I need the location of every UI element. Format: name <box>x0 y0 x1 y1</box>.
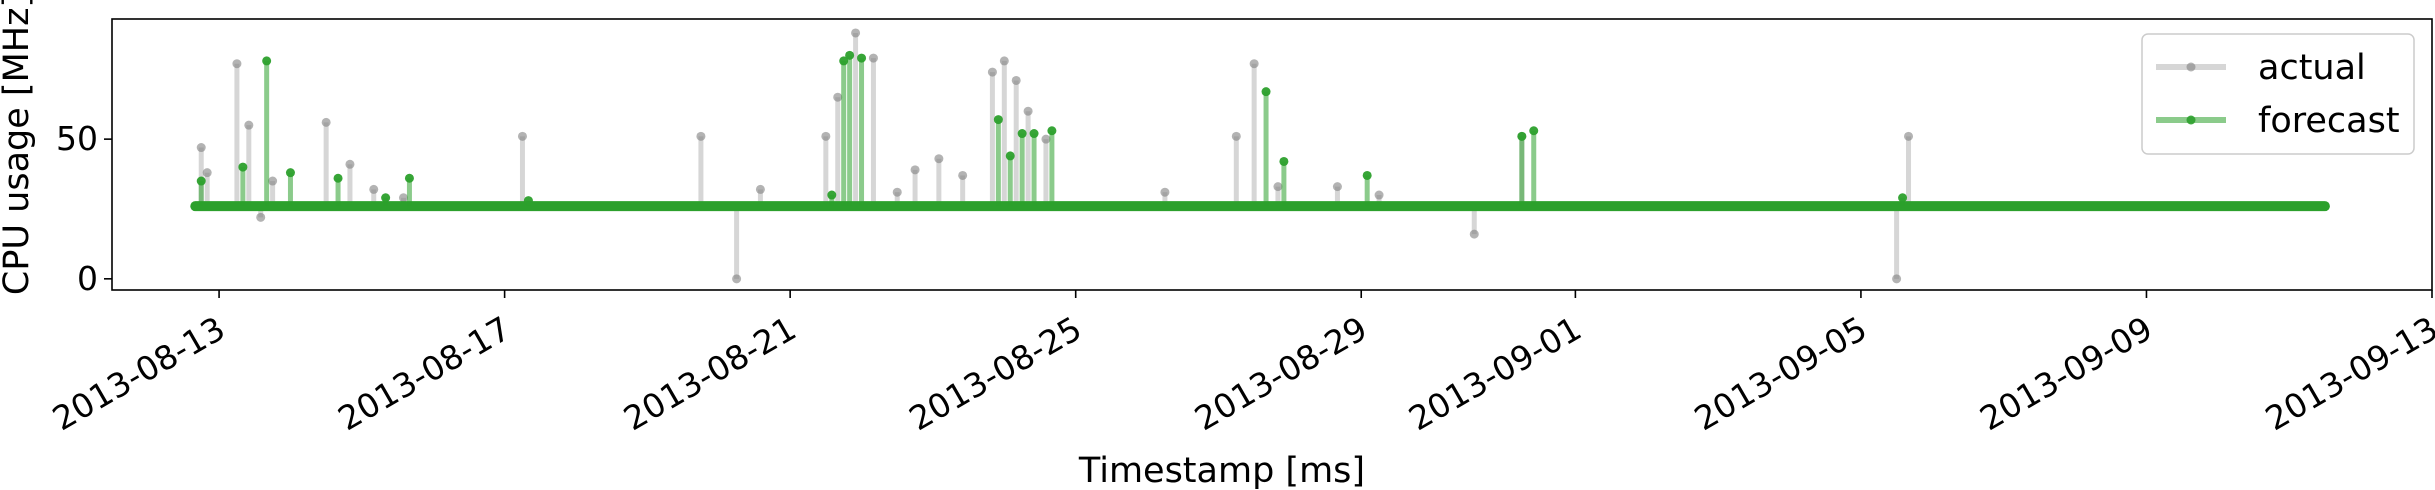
x-tick-label: 2013-08-13 <box>46 309 232 439</box>
legend-box <box>2141 33 2415 155</box>
series-actual-point <box>196 143 206 153</box>
plot-area <box>111 18 2433 291</box>
series-forecast-point <box>1517 131 1527 141</box>
series-forecast-point <box>1029 129 1039 139</box>
series-actual-point <box>892 187 902 197</box>
series-forecast-point <box>1362 170 1372 180</box>
x-tick-label: 2013-08-21 <box>617 309 803 439</box>
series-actual-point <box>345 159 355 169</box>
series-actual-point <box>244 120 254 130</box>
series-actual-point <box>321 117 331 127</box>
series-actual-point <box>369 184 379 194</box>
series-actual-point <box>1160 187 1170 197</box>
series-actual-point <box>755 184 765 194</box>
series-actual-point <box>1892 274 1902 284</box>
series-actual-point <box>1249 59 1259 69</box>
series-actual-point <box>1023 106 1033 116</box>
series-forecast-point <box>1017 129 1027 139</box>
series-forecast-point <box>874 201 884 211</box>
series-actual-point <box>1904 131 1914 141</box>
series-actual-point <box>1273 182 1283 192</box>
series-actual-point <box>821 131 831 141</box>
series-actual-point <box>1041 134 1051 144</box>
series-actual-point <box>202 168 212 178</box>
series-actual-point <box>256 212 266 222</box>
legend-marker-actual <box>2186 62 2196 72</box>
series-forecast-group <box>190 50 2330 212</box>
x-tick-label: 2013-08-25 <box>903 309 1089 439</box>
y-axis-label: CPU usage [MHz] <box>0 0 37 295</box>
series-actual-point <box>868 53 878 63</box>
series-actual-point <box>987 67 997 77</box>
series-forecast-point <box>523 196 533 206</box>
series-actual-point <box>1469 229 1479 239</box>
series-actual-point <box>851 28 861 38</box>
series-forecast-point <box>1261 87 1271 97</box>
series-actual-point <box>696 131 706 141</box>
x-tick-label: 2013-09-09 <box>1973 309 2159 439</box>
series-forecast-point <box>1529 126 1539 136</box>
series-actual-point <box>1011 75 1021 85</box>
y-tick-label: 50 <box>56 119 98 158</box>
legend-label-actual: actual <box>2258 48 2366 88</box>
series-forecast-point <box>857 53 867 63</box>
series-forecast-point <box>993 115 1003 125</box>
series-forecast-point <box>262 56 272 66</box>
series-forecast-point <box>285 168 295 178</box>
series-forecast-point <box>238 162 248 172</box>
legend-label-forecast: forecast <box>2258 101 2400 141</box>
series-actual-point <box>958 170 968 180</box>
series-actual-point <box>398 193 408 203</box>
series-forecast-point <box>1898 193 1908 203</box>
series-actual-point <box>1374 190 1384 200</box>
x-tick-label: 2013-08-29 <box>1188 309 1374 439</box>
legend-marker-forecast <box>2186 115 2196 125</box>
x-tick-label: 2013-09-01 <box>1402 309 1588 439</box>
x-axis: 2013-08-13 2013-08-17 2013-08-21 2013-08-25… <box>46 290 2435 438</box>
series-forecast-point <box>1005 151 1015 161</box>
series-actual-point <box>833 92 843 102</box>
series-actual-point <box>934 154 944 164</box>
series-forecast-point <box>839 56 849 66</box>
series-actual-point <box>732 274 742 284</box>
series-forecast-point <box>404 173 414 183</box>
legend: actual forecast <box>2141 33 2415 155</box>
series-actual-point <box>1231 131 1241 141</box>
x-axis-label: Timestamp [ms] <box>1078 451 1365 490</box>
y-tick-label: 0 <box>77 259 98 298</box>
series-actual-point <box>232 59 242 69</box>
series-actual-group <box>191 28 2329 284</box>
series-forecast-point <box>381 193 391 203</box>
series-forecast-point <box>1047 126 1057 136</box>
series-actual-point <box>268 176 278 186</box>
x-tick-label: 2013-09-05 <box>1688 309 1874 439</box>
y-axis: 0 50 <box>56 119 112 298</box>
series-forecast-point <box>845 50 855 60</box>
series-forecast-point <box>1279 156 1289 166</box>
series-actual-point <box>1332 182 1342 192</box>
series-actual-point <box>517 131 527 141</box>
x-tick-label: 2013-09-13 <box>2259 309 2435 439</box>
series-forecast-point <box>827 190 837 200</box>
series-actual-point <box>999 56 1009 66</box>
x-tick-label: 2013-08-17 <box>331 309 517 439</box>
series-actual-point <box>910 165 920 175</box>
series-forecast-point <box>196 176 206 186</box>
series-forecast-point <box>333 173 343 183</box>
